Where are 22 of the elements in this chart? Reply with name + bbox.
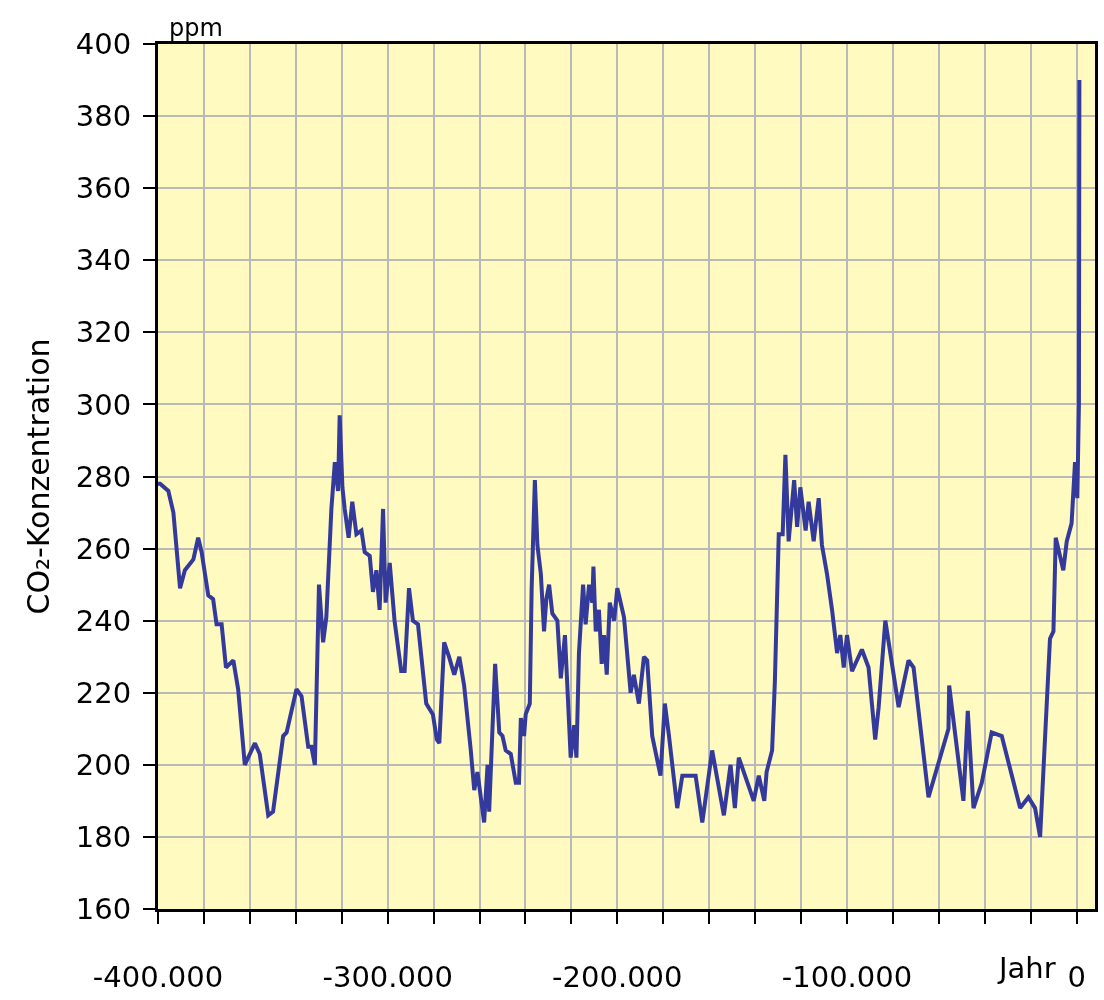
x-axis-title: Jahr — [997, 951, 1056, 985]
y-tick-label: 200 — [75, 747, 132, 782]
y-tick-label: 300 — [75, 387, 132, 422]
x-tick-label: 0 — [1067, 959, 1086, 994]
y-tick-label: 240 — [75, 603, 132, 638]
y-tick-label: 180 — [75, 820, 132, 855]
text: ppm — [169, 14, 223, 42]
y-tick-label: 260 — [75, 531, 132, 566]
y-axis-title: CO₂-Konzentration — [20, 338, 56, 615]
x-tick-label: -100.000 — [781, 959, 913, 994]
y-tick-label: 360 — [75, 171, 132, 206]
y-tick-label: 340 — [75, 243, 132, 278]
line-series — [158, 78, 1082, 839]
y-tick-label: 220 — [75, 675, 132, 710]
y-tick-label: 380 — [75, 99, 132, 134]
y-tick-label: 320 — [75, 315, 132, 350]
x-tick-label: -300.000 — [322, 959, 453, 994]
x-tick-label: -400.000 — [92, 959, 224, 994]
y-tick-label: 400 — [75, 27, 132, 62]
x-tick-label: -200.000 — [552, 959, 683, 994]
y-tick-label: 280 — [75, 459, 132, 494]
y-tick-label: 160 — [75, 892, 132, 927]
